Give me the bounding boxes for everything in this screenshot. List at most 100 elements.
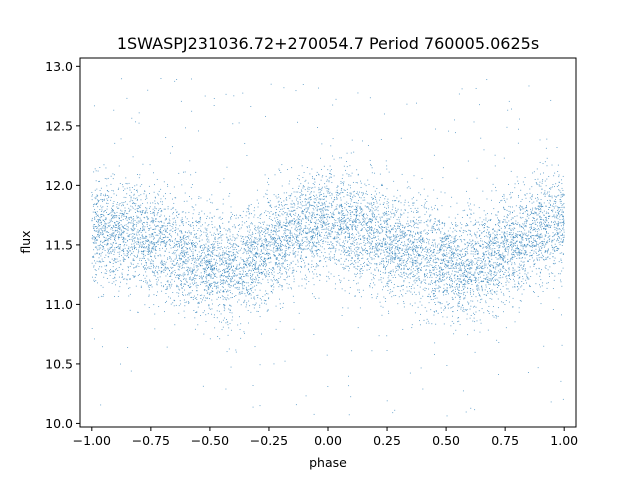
data-point	[371, 238, 373, 240]
data-point	[434, 311, 435, 313]
data-point	[469, 239, 471, 241]
data-point	[374, 268, 376, 270]
data-point	[339, 279, 341, 281]
data-point	[349, 235, 351, 237]
data-point	[496, 262, 498, 263]
data-point	[496, 236, 498, 238]
data-point	[301, 234, 303, 236]
data-point	[429, 220, 431, 221]
data-point	[368, 227, 370, 228]
data-point	[377, 221, 379, 223]
data-point	[381, 258, 383, 260]
data-point	[393, 235, 395, 237]
data-point	[458, 291, 460, 293]
data-point	[393, 195, 395, 197]
data-point	[119, 234, 121, 236]
data-point	[252, 270, 254, 271]
data-point	[433, 293, 434, 294]
data-point	[463, 239, 465, 240]
data-point	[300, 254, 302, 256]
data-point	[355, 233, 357, 235]
data-point	[139, 221, 141, 223]
data-point	[354, 236, 356, 238]
data-point	[99, 190, 101, 192]
data-point	[547, 224, 549, 226]
data-point	[135, 246, 137, 248]
data-point	[444, 233, 446, 235]
data-point	[520, 286, 522, 288]
data-point	[200, 298, 202, 300]
data-point	[211, 250, 213, 252]
data-point	[336, 263, 338, 265]
data-point	[499, 258, 501, 260]
data-point	[399, 258, 401, 260]
data-point	[178, 269, 180, 271]
data-point	[355, 210, 357, 212]
data-point	[185, 243, 187, 245]
data-point	[458, 283, 460, 285]
data-point	[365, 251, 366, 253]
data-point	[548, 175, 550, 177]
data-point	[468, 265, 470, 267]
data-point	[371, 226, 372, 228]
data-point	[284, 204, 285, 206]
data-point	[385, 160, 387, 162]
data-point	[313, 221, 315, 223]
data-point	[494, 243, 496, 245]
data-point	[500, 254, 501, 256]
data-point	[457, 292, 459, 294]
data-point	[546, 232, 547, 234]
data-point	[464, 230, 466, 232]
data-point	[467, 274, 469, 276]
data-point	[214, 281, 216, 283]
data-point	[553, 207, 555, 209]
data-point	[184, 261, 185, 263]
data-point	[546, 282, 548, 284]
data-point	[180, 254, 182, 256]
data-point	[230, 278, 232, 279]
data-point	[310, 266, 312, 268]
data-point	[543, 258, 544, 260]
data-point	[252, 258, 254, 260]
data-point	[190, 233, 192, 235]
data-point	[496, 283, 498, 285]
data-point	[287, 239, 289, 241]
data-point	[433, 281, 435, 283]
data-point	[416, 199, 418, 201]
data-point	[453, 238, 455, 240]
data-point	[212, 253, 214, 255]
data-point	[459, 222, 461, 224]
data-point	[463, 285, 465, 287]
data-point	[529, 246, 531, 248]
data-point	[178, 305, 180, 307]
data-point	[94, 260, 95, 262]
data-point	[130, 228, 132, 230]
data-point	[547, 224, 549, 226]
data-point	[180, 283, 182, 284]
data-point	[251, 276, 253, 278]
data-point	[503, 274, 505, 275]
data-point	[370, 165, 372, 167]
data-point	[475, 224, 476, 225]
data-point	[310, 198, 312, 200]
data-point	[561, 215, 563, 217]
data-point	[124, 278, 126, 280]
data-point	[358, 265, 360, 267]
data-point	[104, 210, 106, 212]
data-point	[516, 234, 518, 236]
data-point	[201, 277, 203, 278]
data-point	[333, 214, 335, 216]
data-point	[370, 202, 372, 204]
data-point	[202, 249, 204, 251]
data-point	[94, 253, 96, 255]
data-point	[210, 291, 212, 293]
data-point	[256, 284, 258, 286]
data-point	[197, 306, 199, 308]
data-point	[554, 246, 556, 248]
data-point	[208, 261, 210, 263]
data-point	[392, 412, 394, 414]
data-point	[455, 225, 457, 227]
data-point	[156, 225, 158, 227]
data-point	[123, 202, 125, 203]
data-point	[197, 294, 199, 296]
